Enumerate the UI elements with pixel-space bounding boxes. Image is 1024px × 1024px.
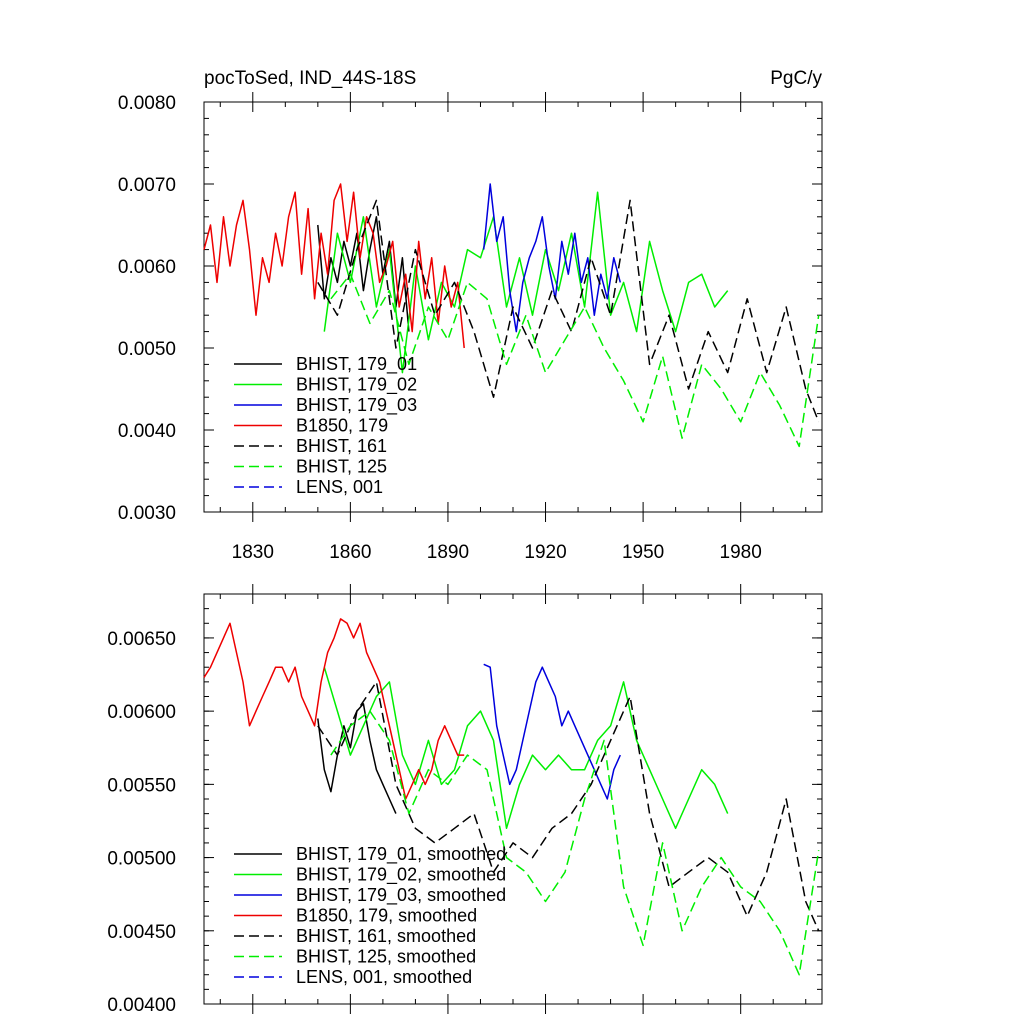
bottom-panel: 0.00400 0.00450 0.00500 0.00550 0.00600 0.006… [107, 584, 823, 1016]
x-tick-label: 1860 [329, 542, 371, 563]
legend-label-2: BHIST, 179_03, smoothed [296, 885, 506, 906]
legend-label-6: LENS, 001 [296, 477, 383, 497]
legend-label-1: BHIST, 179_02, smoothed [296, 865, 506, 886]
legend-label-3: B1850, 179, smoothed [296, 906, 477, 926]
x-tick-label: 1920 [524, 542, 566, 563]
legend-label-0: BHIST, 179_01 [296, 354, 417, 375]
series-line-4 [317, 681, 820, 932]
x-tick-label: 1830 [232, 542, 274, 563]
x-tick-label: 1980 [720, 542, 762, 563]
y-tick-label: 0.0060 [118, 257, 176, 278]
series-line-1 [323, 191, 729, 374]
series-line-5 [330, 273, 820, 448]
y-tick-label: 0.0050 [118, 339, 176, 360]
legend-label-0: BHIST, 179_01, smoothed [296, 844, 506, 865]
y-tick-label: 0.0080 [118, 93, 176, 114]
series-line-2 [483, 663, 621, 800]
y-tick-label: 0.0040 [118, 421, 176, 442]
panel-units-label: PgC/y [770, 68, 822, 89]
series-line-3 [203, 183, 465, 349]
series-line-3 [203, 618, 465, 800]
x-tick-label: 1890 [427, 542, 469, 563]
legend-label-1: BHIST, 179_02 [296, 375, 417, 396]
y-tick-label: 0.00400 [107, 995, 176, 1016]
y-tick-label: 0.00650 [107, 629, 176, 650]
y-tick-label: 0.00550 [107, 775, 176, 796]
series-line-2 [482, 183, 622, 333]
legend-label-5: BHIST, 125 [296, 457, 387, 477]
y-tick-label: 0.00500 [107, 849, 176, 870]
x-tick-label: 1950 [622, 542, 664, 563]
legend-label-5: BHIST, 125, smoothed [296, 947, 476, 967]
legend-label-4: BHIST, 161 [296, 436, 387, 456]
legend-label-6: LENS, 001, smoothed [296, 967, 472, 987]
y-tick-label: 0.00600 [107, 702, 176, 723]
legend-label-2: BHIST, 179_03 [296, 395, 417, 416]
series-line-5 [330, 710, 820, 976]
y-tick-label: 0.0030 [118, 503, 176, 524]
top-panel: pocToSed, IND_44S-18S PgC/y 0.0030 0.0040… [118, 68, 823, 563]
y-tick-label: 0.0070 [118, 175, 176, 196]
panel-title-left: pocToSed, IND_44S-18S [204, 68, 416, 89]
series-line-1 [323, 666, 729, 830]
legend-label-4: BHIST, 161, smoothed [296, 926, 476, 946]
legend-label-3: B1850, 179 [296, 416, 388, 436]
y-tick-label: 0.00450 [107, 922, 176, 943]
